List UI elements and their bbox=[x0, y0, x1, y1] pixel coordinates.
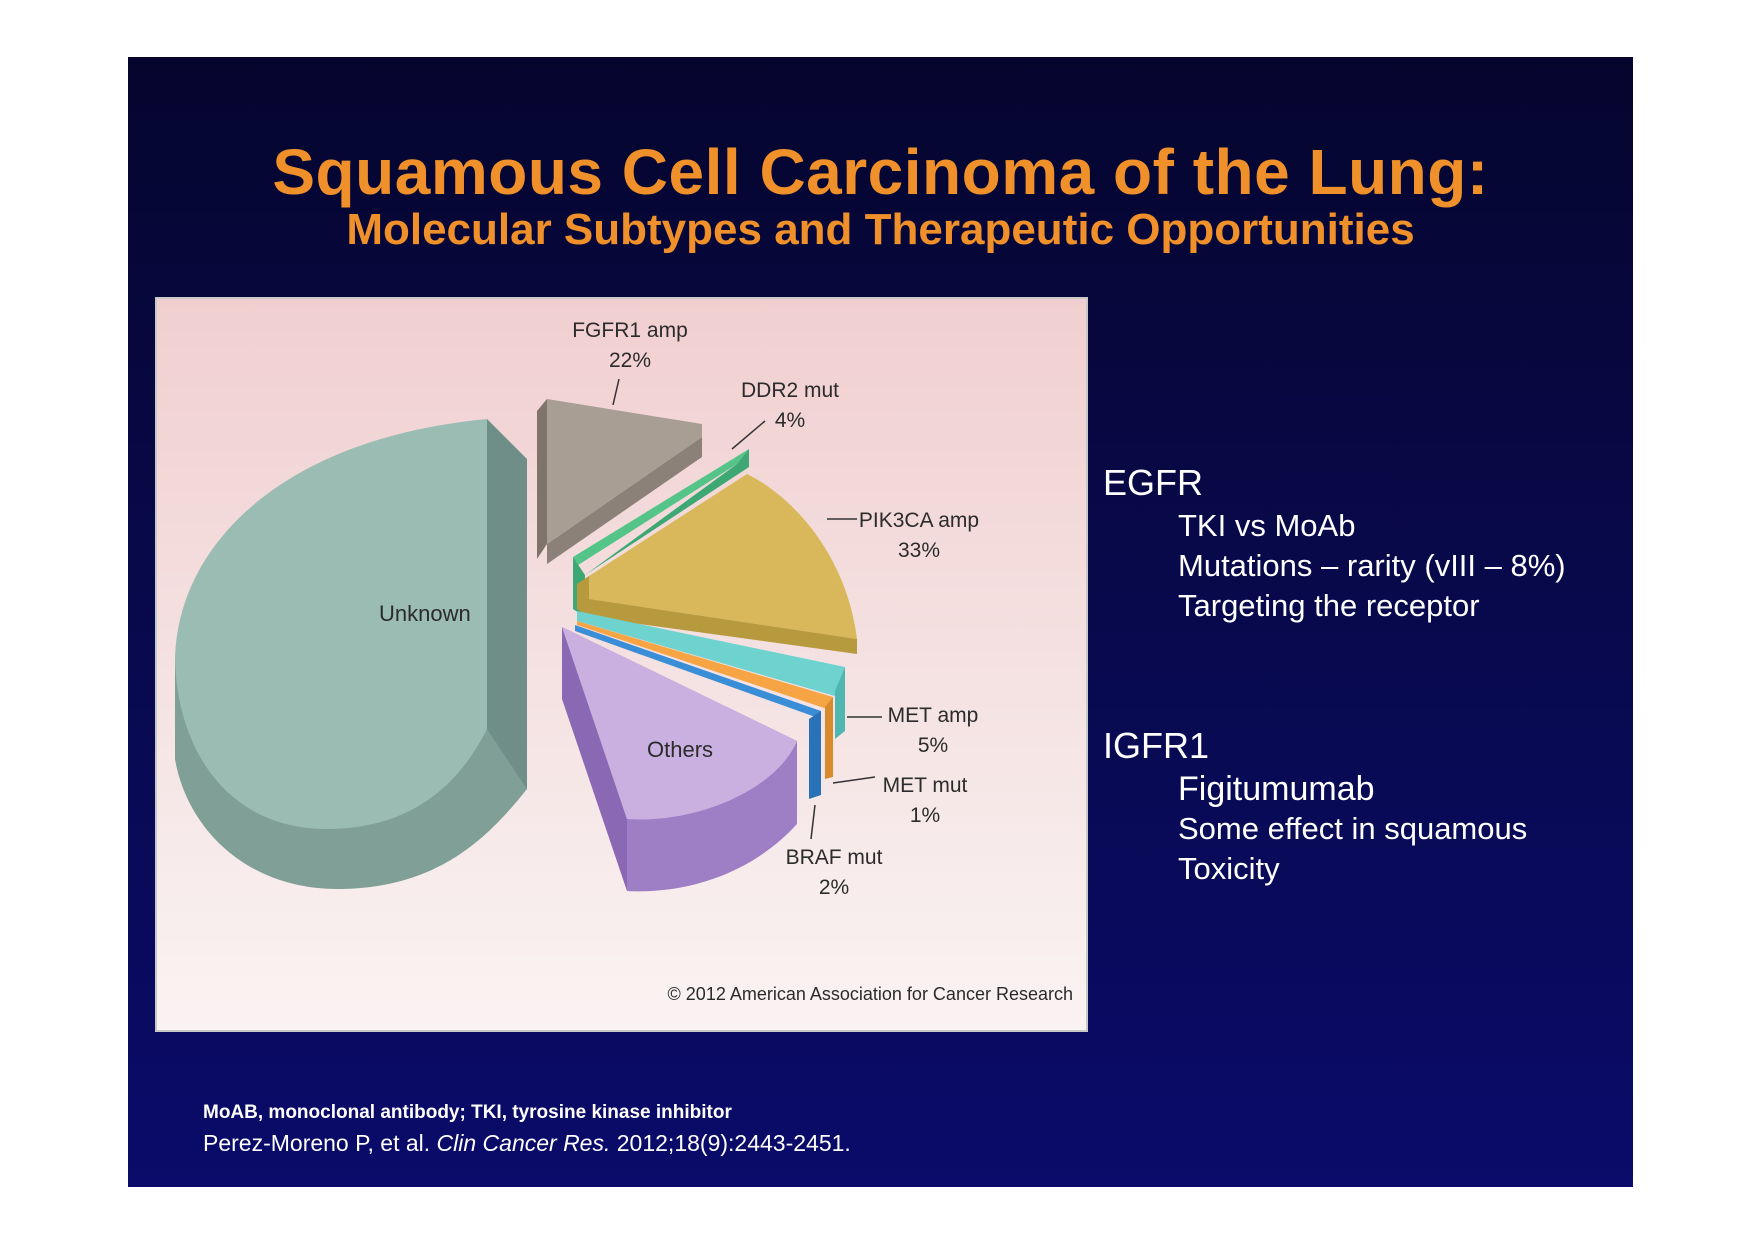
label-ddr2-mut: DDR2 mut bbox=[741, 379, 839, 402]
egfr-item: Targeting the receptor bbox=[1178, 588, 1480, 623]
value-met-mut: 1% bbox=[910, 804, 940, 827]
igfr1-item: Figitumumab bbox=[1178, 770, 1375, 808]
egfr-heading: EGFR bbox=[1103, 462, 1204, 503]
pie-chart-figure: Unknown bbox=[155, 297, 1088, 1032]
slice-pik3ca-amp bbox=[577, 474, 857, 654]
slice-met-mut bbox=[577, 621, 833, 779]
leader-ddr2 bbox=[731, 420, 766, 450]
pie-chart-svg: Unknown bbox=[175, 319, 1073, 1004]
egfr-item: Mutations – rarity (vIII – 8%) bbox=[1178, 548, 1566, 583]
leader-lines bbox=[612, 378, 882, 840]
value-braf-mut: 2% bbox=[819, 876, 849, 899]
label-pik3ca-amp: PIK3CA amp bbox=[859, 509, 979, 532]
slide-subtitle: Molecular Subtypes and Therapeutic Oppor… bbox=[346, 205, 1415, 254]
citation-details: 2012;18(9):2443-2451. bbox=[616, 1130, 851, 1156]
label-fgfr1-amp: FGFR1 amp bbox=[572, 319, 688, 342]
copyright-text: © 2012 American Association for Cancer R… bbox=[668, 984, 1073, 1004]
label-others: Others bbox=[647, 737, 713, 762]
label-met-amp: MET amp bbox=[888, 704, 979, 727]
igfr1-heading: IGFR1 bbox=[1103, 725, 1210, 766]
leader-braf bbox=[810, 804, 816, 840]
label-met-mut: MET mut bbox=[883, 774, 968, 797]
value-ddr2-mut: 4% bbox=[775, 409, 805, 432]
leader-fgfr1 bbox=[612, 378, 620, 406]
label-braf-mut: BRAF mut bbox=[786, 846, 883, 869]
citation: Perez-Moreno P, et al. Clin Cancer Res. … bbox=[203, 1130, 851, 1157]
leader-met-mut bbox=[832, 776, 876, 784]
slice-others bbox=[562, 627, 797, 892]
slice-unknown bbox=[175, 419, 527, 889]
egfr-item: TKI vs MoAb bbox=[1178, 508, 1356, 543]
citation-authors: Perez-Moreno P, et al. bbox=[203, 1130, 431, 1156]
value-pik3ca-amp: 33% bbox=[898, 539, 940, 562]
value-fgfr1-amp: 22% bbox=[609, 349, 651, 372]
egfr-section: EGFR TKI vs MoAb Mutations – rarity (vII… bbox=[1103, 462, 1566, 626]
slice-met-amp bbox=[577, 611, 845, 739]
slide-title: Squamous Cell Carcinoma of the Lung: bbox=[272, 136, 1489, 208]
value-met-amp: 5% bbox=[918, 734, 948, 757]
igfr1-section: IGFR1 Figitumumab Some effect in squamou… bbox=[1103, 725, 1527, 889]
igfr1-item: Toxicity bbox=[1178, 851, 1280, 886]
abbreviations-footnote: MoAB, monoclonal antibody; TKI, tyrosine… bbox=[203, 1102, 732, 1123]
igfr1-item: Some effect in squamous bbox=[1178, 811, 1528, 846]
slide-background: Squamous Cell Carcinoma of the Lung: Mol… bbox=[128, 57, 1633, 1187]
label-unknown: Unknown bbox=[379, 601, 471, 626]
slice-braf-mut bbox=[575, 625, 821, 799]
slice-fgfr1-amp bbox=[537, 399, 702, 564]
citation-journal: Clin Cancer Res. bbox=[436, 1130, 611, 1156]
